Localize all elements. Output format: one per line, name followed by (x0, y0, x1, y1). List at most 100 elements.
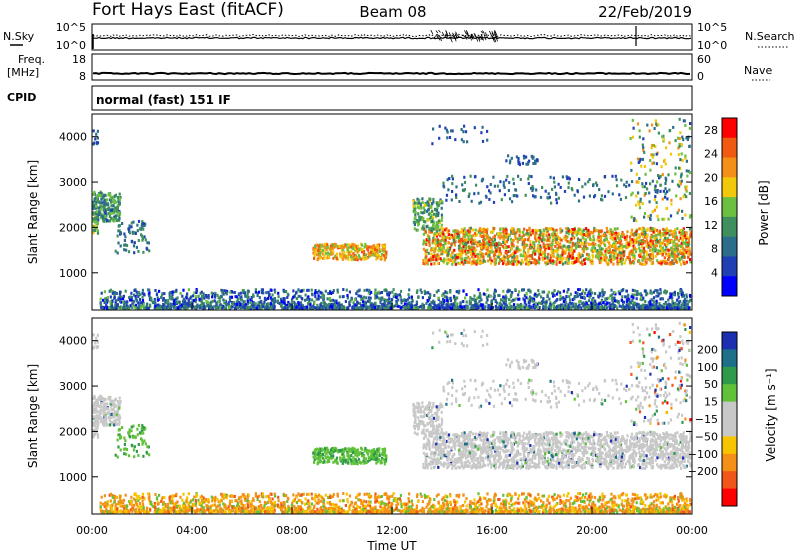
power-cell (616, 227, 619, 231)
power-cell (633, 217, 636, 221)
power-cell (473, 294, 476, 298)
power-cell (652, 153, 655, 157)
power-cell (436, 253, 439, 257)
power-cell (109, 295, 112, 299)
power-cell (615, 184, 619, 188)
power-cell (596, 303, 599, 307)
power-cell (588, 178, 591, 181)
power-cell (613, 304, 616, 308)
power-cell (567, 240, 571, 244)
power-cell (493, 234, 496, 238)
power-cell (662, 227, 665, 231)
power-cell (473, 238, 476, 242)
power-cell (670, 253, 673, 257)
power-cell (652, 144, 655, 147)
power-cell (143, 235, 146, 239)
power-cell (493, 292, 496, 296)
power-cell (115, 209, 118, 213)
power-cell (463, 175, 466, 179)
power-cell (430, 228, 433, 232)
power-cell (663, 261, 666, 265)
power-cell (435, 242, 438, 246)
power-cell (659, 246, 663, 250)
power-cell (192, 305, 195, 309)
power-cell (656, 306, 659, 310)
power-cell (103, 202, 106, 206)
power-cell (678, 259, 681, 263)
power-cell (466, 229, 469, 233)
power-cell (526, 231, 529, 235)
power-cell (582, 228, 585, 232)
power-cell (671, 239, 674, 243)
power-cell (557, 245, 560, 249)
power-cell (576, 189, 579, 193)
power-cell (148, 249, 151, 253)
power-cell (398, 293, 401, 297)
power-cell (492, 200, 496, 204)
power-cell (590, 303, 593, 307)
power-cell (363, 288, 366, 292)
power-cell (430, 248, 433, 252)
power-cell (524, 245, 527, 249)
power-cell (429, 256, 432, 260)
power-cell (532, 297, 535, 301)
power-cell (687, 255, 690, 259)
power-cell (638, 202, 641, 206)
noise-panel: 10^5 10^0 10^5 10^0 N.Sky N.Search (3, 21, 795, 52)
power-cell (585, 227, 588, 231)
power-cell (383, 298, 386, 302)
power-cell (335, 301, 338, 305)
power-cell (384, 256, 387, 259)
power-cell (531, 229, 534, 233)
power-cell (505, 159, 508, 163)
power-cell (493, 239, 496, 243)
power-cell (443, 239, 446, 243)
power-cell (457, 244, 461, 248)
power-cell (616, 260, 619, 264)
power-cell (569, 254, 572, 258)
power-cell (335, 306, 338, 310)
power-cell (538, 229, 542, 233)
power-cell (535, 261, 538, 264)
power-cell (681, 135, 684, 139)
power-cell (528, 227, 531, 231)
power-cell (578, 178, 581, 181)
power-cell (539, 231, 542, 235)
power-cell (659, 235, 662, 239)
power-cell (616, 262, 619, 266)
power-cell (541, 186, 544, 189)
power-cell (620, 298, 623, 302)
power-cell (355, 247, 358, 251)
power-cell (657, 249, 660, 253)
power-cell (563, 306, 567, 310)
power-cell (189, 296, 192, 300)
power-cell (649, 248, 652, 252)
power-cell (419, 218, 422, 222)
power-cell (184, 302, 187, 306)
power-cell (630, 161, 633, 165)
power-cell (436, 206, 439, 209)
power-cell (529, 243, 532, 247)
power-cell (548, 304, 551, 308)
power-cell (470, 234, 473, 238)
power-cell (416, 205, 419, 209)
power-cell (582, 195, 586, 199)
power-cell (453, 303, 456, 307)
power-cell (104, 202, 107, 206)
power-cell (123, 248, 126, 252)
power-cell (672, 235, 675, 238)
power-cell (141, 298, 145, 302)
power-cell (468, 260, 471, 264)
power-cell (688, 242, 691, 246)
power-cell (373, 246, 377, 250)
power-cell (530, 154, 533, 158)
power-cell (484, 293, 487, 296)
power-cell (427, 208, 430, 212)
power-cell (603, 175, 607, 178)
power-cell (314, 244, 317, 248)
power-cell (651, 161, 654, 165)
power-cell (592, 238, 595, 242)
power-cell (682, 252, 685, 256)
power-cell (611, 174, 614, 178)
power-cell (119, 196, 122, 199)
